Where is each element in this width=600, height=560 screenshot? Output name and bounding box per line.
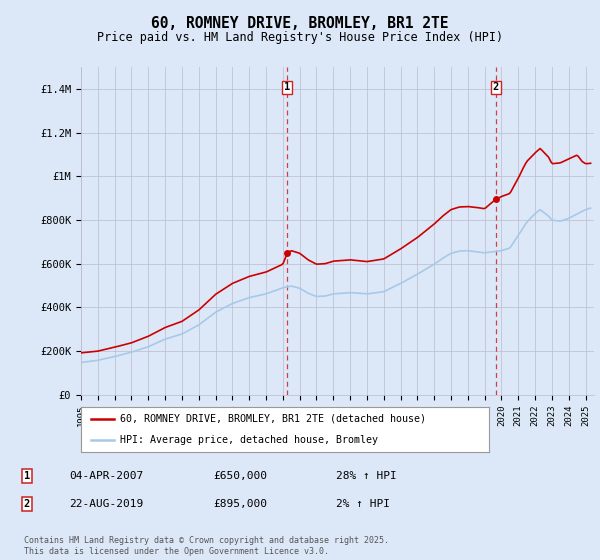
Text: 1: 1 <box>24 471 30 481</box>
Text: 22-AUG-2019: 22-AUG-2019 <box>69 499 143 509</box>
Text: 60, ROMNEY DRIVE, BROMLEY, BR1 2TE: 60, ROMNEY DRIVE, BROMLEY, BR1 2TE <box>151 16 449 31</box>
Text: HPI: Average price, detached house, Bromley: HPI: Average price, detached house, Brom… <box>120 435 378 445</box>
Text: £895,000: £895,000 <box>213 499 267 509</box>
Text: 1: 1 <box>284 82 290 92</box>
Text: £650,000: £650,000 <box>213 471 267 481</box>
Text: 2% ↑ HPI: 2% ↑ HPI <box>336 499 390 509</box>
Text: 2: 2 <box>493 82 499 92</box>
Text: 60, ROMNEY DRIVE, BROMLEY, BR1 2TE (detached house): 60, ROMNEY DRIVE, BROMLEY, BR1 2TE (deta… <box>120 414 426 424</box>
Text: 2: 2 <box>24 499 30 509</box>
Text: 28% ↑ HPI: 28% ↑ HPI <box>336 471 397 481</box>
Text: 04-APR-2007: 04-APR-2007 <box>69 471 143 481</box>
Text: Price paid vs. HM Land Registry's House Price Index (HPI): Price paid vs. HM Land Registry's House … <box>97 31 503 44</box>
Text: Contains HM Land Registry data © Crown copyright and database right 2025.
This d: Contains HM Land Registry data © Crown c… <box>24 536 389 556</box>
